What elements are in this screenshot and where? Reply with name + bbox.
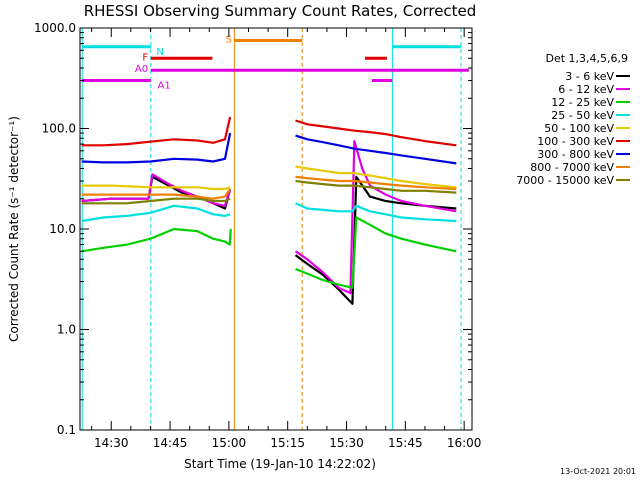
- y-axis-label: Corrected Count Rate (s⁻¹ detector⁻¹): [7, 116, 21, 342]
- series-line-100-300-kev: [295, 119, 457, 147]
- series-line-800-7000-kev: [81, 188, 232, 200]
- flag-label-a0: A0: [135, 64, 148, 75]
- legend-label-100-300-kev: 100 - 300 keV: [537, 135, 614, 148]
- series-line-300-800-kev: [81, 132, 232, 164]
- x-tick-label: 15:45: [388, 436, 423, 450]
- legend-label-3-6-kev: 3 - 6 keV: [565, 70, 614, 83]
- series-line-800-7000-kev: [295, 175, 457, 191]
- legend-label-50-100-kev: 50 - 100 keV: [544, 122, 614, 135]
- y-tick-label: 100.0: [42, 122, 76, 136]
- series-line-12-25-kev: [295, 216, 457, 289]
- series-line-12-25-kev: [81, 227, 232, 253]
- series-line-25-50-kev: [81, 204, 231, 223]
- legend-label-300-800-kev: 300 - 800 keV: [537, 148, 614, 161]
- series-line-300-800-kev: [295, 134, 457, 165]
- flag-label-f: F: [142, 52, 148, 63]
- series-line-50-100-kev: [295, 165, 457, 189]
- legend-title: Det 1,3,4,5,6,9: [545, 52, 628, 65]
- x-axis-label: Start Time (19-Jan-10 14:22:02): [184, 457, 376, 471]
- legend-label-7000-15000-kev: 7000 - 15000 keV: [516, 174, 614, 187]
- y-tick-label: 10.0: [49, 222, 76, 236]
- series-line-25-50-kev: [295, 202, 457, 223]
- footer-date: 13-Oct-2021 20:01: [560, 467, 636, 476]
- legend-label-800-7000-kev: 800 - 7000 keV: [530, 161, 614, 174]
- flag-label-s: S: [226, 35, 232, 46]
- chart-title: RHESSI Observing Summary Count Rates, Co…: [84, 2, 477, 20]
- y-tick-label: 1000.0: [34, 21, 76, 35]
- series-line-7000-15000-kev: [81, 197, 231, 205]
- x-tick-label: 15:00: [212, 436, 247, 450]
- plot-frame: [79, 27, 473, 431]
- x-tick-label: 16:00: [447, 436, 482, 450]
- legend-label-12-25-kev: 12 - 25 keV: [551, 96, 614, 109]
- legend-label-6-12-kev: 6 - 12 keV: [558, 83, 614, 96]
- series-line-3-6-kev: [294, 175, 457, 305]
- flag-label-a1: A1: [158, 81, 171, 92]
- series-line-50-100-kev: [81, 184, 231, 191]
- x-tick-label: 15:15: [270, 436, 305, 450]
- flag-label-n: N: [156, 47, 163, 58]
- series-line-6-12-kev: [294, 140, 457, 295]
- legend-label-25-50-kev: 25 - 50 keV: [551, 109, 614, 122]
- series-line-7000-15000-kev: [295, 179, 457, 194]
- series-line-100-300-kev: [81, 116, 232, 147]
- x-tick-label: 14:30: [94, 436, 129, 450]
- x-tick-label: 15:30: [329, 436, 364, 450]
- y-tick-label: 1.0: [57, 323, 76, 337]
- y-tick-label: 0.1: [57, 423, 76, 437]
- x-tick-label: 14:45: [153, 436, 188, 450]
